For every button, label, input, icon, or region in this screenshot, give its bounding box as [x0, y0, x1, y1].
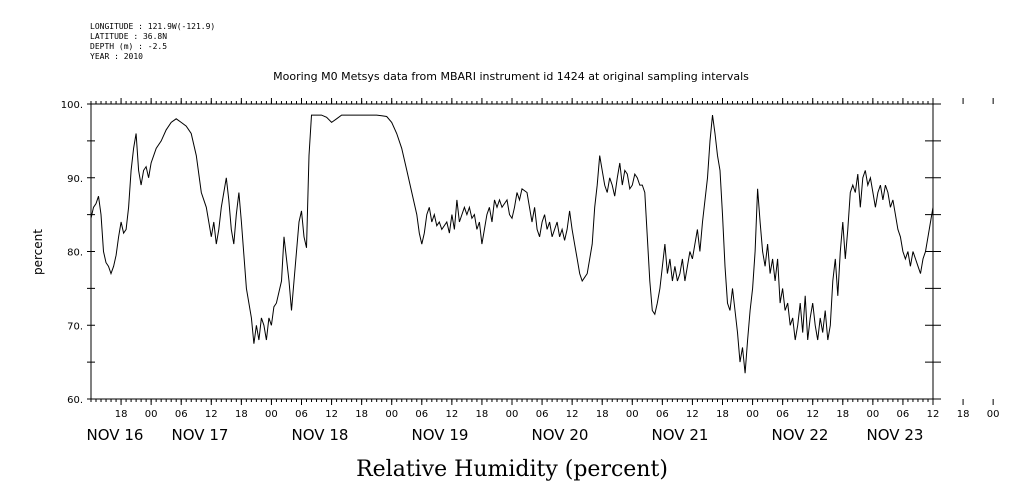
x-axis-label: Relative Humidity (percent): [356, 457, 668, 482]
y-axis: 60. 70. 80. 90. 100.: [61, 100, 941, 406]
x-hour-label: 06: [536, 409, 549, 420]
x-hour-label: 18: [957, 409, 970, 420]
x-hour-label: 12: [686, 409, 699, 420]
x-day-label: NOV 19: [412, 426, 469, 444]
x-hour-label: 06: [415, 409, 428, 420]
x-hour-label: 18: [596, 409, 609, 420]
year-label: YEAR : 2010: [90, 52, 143, 61]
x-day-label: NOV 16: [87, 426, 144, 444]
x-hour-label: 12: [325, 409, 338, 420]
x-hour-label: 12: [445, 409, 458, 420]
latitude-label: LATITUDE : 36.8N: [90, 32, 168, 41]
y-tick-label: 80.: [67, 248, 83, 259]
x-day-label: NOV 17: [172, 426, 229, 444]
y-tick-label: 100.: [61, 100, 83, 111]
x-hour-label: 00: [746, 409, 759, 420]
x-hour-label: 00: [866, 409, 879, 420]
x-hour-label: 06: [175, 409, 188, 420]
x-hour-label: 06: [776, 409, 789, 420]
longitude-label: LONGITUDE : 121.9W(-121.9): [90, 22, 216, 31]
x-hour-label: 18: [476, 409, 489, 420]
x-hour-label: 00: [265, 409, 278, 420]
x-day-label: NOV 18: [292, 426, 349, 444]
x-hour-label: 06: [897, 409, 910, 420]
y-tick-label: 70.: [67, 321, 83, 332]
x-hour-label: 12: [927, 409, 940, 420]
x-hour-label: 12: [205, 409, 218, 420]
x-hour-label: 18: [836, 409, 849, 420]
x-hour-label: 12: [566, 409, 579, 420]
x-hour-label: 00: [385, 409, 398, 420]
humidity-series-line: [90, 114, 934, 374]
y-tick-label: 90.: [67, 174, 83, 185]
x-day-label: NOV 21: [652, 426, 709, 444]
x-hour-label: 00: [506, 409, 519, 420]
y-tick-label: 60.: [67, 395, 83, 406]
x-hour-label: 00: [987, 409, 1000, 420]
plot-frame: [90, 103, 934, 400]
x-day-label: NOV 23: [867, 426, 924, 444]
x-hour-label: 18: [115, 409, 128, 420]
x-day-label: NOV 20: [532, 426, 589, 444]
x-hour-label: 18: [716, 409, 729, 420]
depth-label: DEPTH (m) : -2.5: [90, 42, 168, 51]
x-hour-label: 00: [626, 409, 639, 420]
x-hour-label: 18: [235, 409, 248, 420]
x-hour-label: 06: [295, 409, 308, 420]
x-hour-label: 06: [656, 409, 669, 420]
x-axis: 18 00 06 12 18 00 06 12 18 00 06 12 18 00 06 12 18 00 06 12…: [87, 98, 1000, 444]
y-axis-label: percent: [31, 229, 45, 275]
chart-title: Mooring M0 Metsys data from MBARI instru…: [273, 70, 749, 83]
x-hour-label: 12: [806, 409, 819, 420]
station-metadata: LONGITUDE : 121.9W(-121.9) LATITUDE : 36…: [90, 22, 215, 62]
x-day-label: NOV 22: [772, 426, 829, 444]
x-hour-label: 00: [145, 409, 158, 420]
x-hour-label: 18: [355, 409, 368, 420]
